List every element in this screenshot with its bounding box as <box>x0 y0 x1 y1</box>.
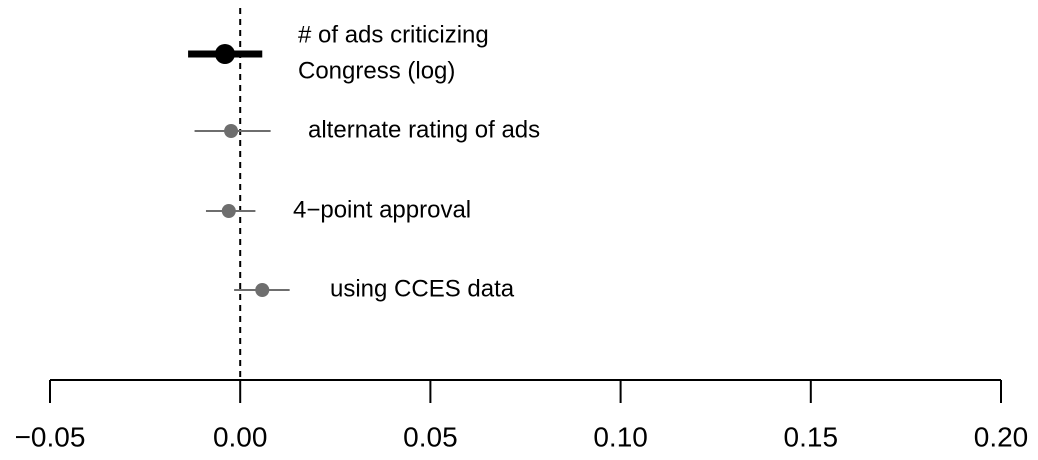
x-tick-label: −0.05 <box>15 421 86 452</box>
x-tick-label: 0.15 <box>784 421 839 452</box>
point-estimate <box>224 124 239 138</box>
x-tick-label: 0.10 <box>593 421 648 452</box>
point-estimate <box>221 204 236 218</box>
row-label: 4−point approval <box>293 196 471 223</box>
row-label: using CCES data <box>330 275 515 302</box>
x-tick-label: 0.00 <box>213 421 268 452</box>
x-tick-label: 0.20 <box>974 421 1029 452</box>
row-label: alternate rating of ads <box>308 116 540 143</box>
point-estimate <box>255 283 270 297</box>
point-estimate <box>214 44 235 64</box>
x-tick-label: 0.05 <box>403 421 458 452</box>
row-label: # of ads criticizing <box>298 21 489 48</box>
row-label: Congress (log) <box>298 57 455 84</box>
